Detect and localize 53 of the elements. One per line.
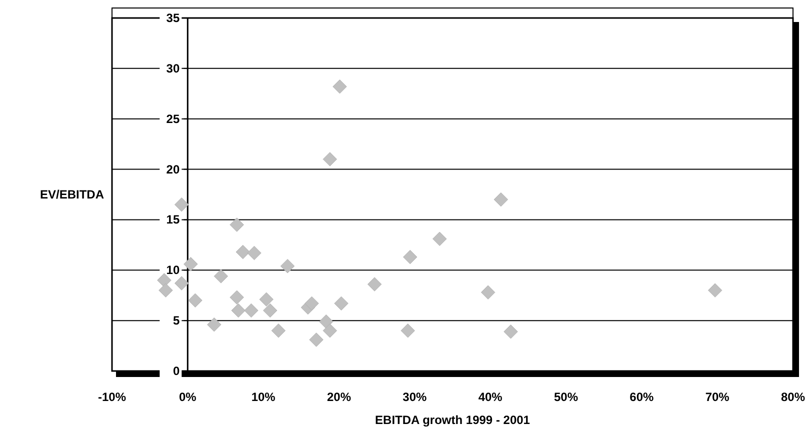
point xyxy=(319,314,334,329)
point xyxy=(158,283,173,298)
point xyxy=(157,273,172,288)
x-tick-label: 30% xyxy=(402,390,427,404)
point xyxy=(480,285,496,300)
x-tick-label: 50% xyxy=(554,390,578,404)
point xyxy=(174,276,189,290)
point xyxy=(207,317,222,332)
y-tick-label: 15 xyxy=(166,212,180,227)
point xyxy=(504,324,518,339)
point xyxy=(184,256,198,272)
y-tick-label: 0 xyxy=(172,364,180,378)
y-tick-label: 5 xyxy=(172,314,180,328)
y-tick-label: 25 xyxy=(166,112,180,126)
point xyxy=(263,303,278,318)
y-tick-label: 20 xyxy=(166,162,180,176)
point xyxy=(230,218,244,232)
point xyxy=(332,79,347,94)
point xyxy=(174,197,189,212)
x-tick-label: 20% xyxy=(326,390,352,404)
point xyxy=(708,283,722,298)
point xyxy=(334,296,348,311)
point xyxy=(494,192,508,207)
point xyxy=(236,244,250,260)
point xyxy=(304,296,319,311)
point xyxy=(230,290,244,304)
point xyxy=(188,293,202,308)
y-tick-label: 10 xyxy=(166,263,180,278)
point xyxy=(432,232,447,246)
point xyxy=(231,303,246,318)
x-tick-label: 10% xyxy=(251,390,276,404)
point xyxy=(244,303,258,318)
y-tick-label: 30 xyxy=(166,61,180,76)
y-tick-label: 35 xyxy=(166,11,180,25)
x-tick-label: 40% xyxy=(478,390,503,404)
x-tick-label: 70% xyxy=(705,390,730,404)
point xyxy=(214,269,228,284)
point xyxy=(271,324,286,338)
x-axis-title: EBITDA growth 1999 - 2001 xyxy=(375,413,530,427)
x-tick-label: 80% xyxy=(780,390,806,404)
point xyxy=(247,246,262,260)
point xyxy=(280,259,295,274)
point xyxy=(400,324,415,338)
point xyxy=(322,152,338,166)
point xyxy=(322,324,338,338)
point xyxy=(309,332,324,347)
y-axis-title: EV/EBITDA xyxy=(40,188,104,202)
x-tick-label: 60% xyxy=(630,390,654,404)
point xyxy=(367,277,382,292)
x-tick-label: 0% xyxy=(178,390,197,404)
x-tick-label: -10% xyxy=(98,390,126,404)
point xyxy=(403,250,418,264)
point xyxy=(259,292,274,306)
